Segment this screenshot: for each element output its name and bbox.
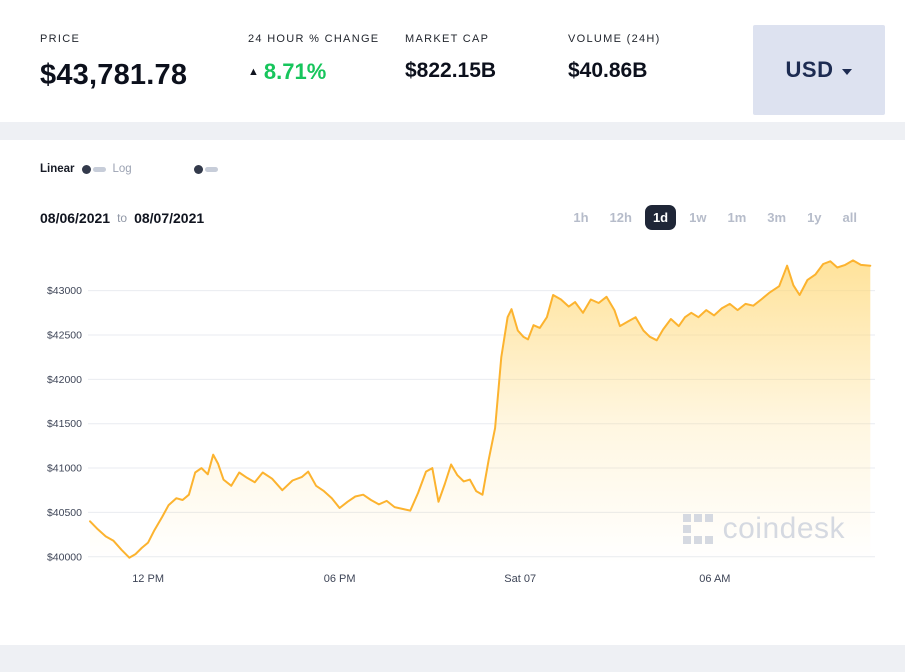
price-value: $43,781.78 <box>40 59 188 91</box>
range-buttons: 1h 12h 1d 1w 1m 3m 1y all <box>560 205 865 230</box>
scale-controls: Linear Log <box>40 163 865 175</box>
up-triangle-icon: ▲ <box>248 66 259 78</box>
date-start: 08/06/2021 <box>40 209 111 226</box>
y-axis-label: $42000 <box>47 374 82 386</box>
range-button-1y[interactable]: 1y <box>799 205 829 230</box>
x-axis-label: Sat 07 <box>504 573 536 585</box>
y-axis-label: $42500 <box>47 329 82 341</box>
volume-label: VOLUME (24H) <box>568 33 661 45</box>
stats-header: PRICE $43,781.78 24 HOUR % CHANGE ▲ 8.71… <box>0 0 905 122</box>
range-button-1w[interactable]: 1w <box>681 205 714 230</box>
x-axis-label: 06 AM <box>699 573 730 585</box>
change-label: 24 HOUR % CHANGE <box>248 33 380 45</box>
y-axis-label: $41000 <box>47 463 82 475</box>
x-axis-label: 06 PM <box>324 573 356 585</box>
price-area-fill <box>90 260 871 563</box>
market-cap-label: MARKET CAP <box>405 33 490 45</box>
currency-selector[interactable]: USD <box>753 25 885 115</box>
price-label: PRICE <box>40 33 81 45</box>
toggle-knob-icon <box>193 164 203 174</box>
header-divider-band <box>0 122 905 140</box>
y-axis-label: $41500 <box>47 418 82 430</box>
stat-volume: VOLUME (24H) $40.86B <box>568 25 661 83</box>
coindesk-logo-icon <box>682 514 713 544</box>
y-axis-label: $40000 <box>47 551 82 563</box>
stat-price: PRICE $43,781.78 <box>40 25 248 92</box>
volume-value: $40.86B <box>568 59 648 82</box>
range-button-3m[interactable]: 3m <box>759 205 794 230</box>
change-percent: 8.71% <box>263 59 327 84</box>
toggle-track <box>204 166 218 172</box>
range-button-all[interactable]: all <box>835 205 865 230</box>
y-axis-label: $40500 <box>47 507 82 519</box>
change-value: ▲ 8.71% <box>248 59 405 85</box>
price-chart[interactable]: $40000 $40500 $41000 $41500 $42000 $42500 $430… <box>30 244 890 596</box>
range-button-1h[interactable]: 1h <box>565 205 596 230</box>
price-line <box>89 259 872 559</box>
watermark-text: coindesk <box>722 512 845 545</box>
watermark: coindesk <box>682 512 845 546</box>
market-cap-value: $822.15B <box>405 59 497 82</box>
linear-label[interactable]: Linear <box>40 163 75 175</box>
toggle-knob-icon <box>81 164 91 174</box>
y-axis-label: $43000 <box>47 285 82 297</box>
date-separator: to <box>117 210 128 225</box>
date-range-row: 08/06/2021 to 08/07/2021 1h 12h 1d 1w 1m 3m 1y… <box>40 205 865 230</box>
range-button-12h[interactable]: 12h <box>602 205 640 230</box>
currency-selected-label: USD <box>785 57 834 82</box>
range-button-1d[interactable]: 1d <box>644 205 677 230</box>
stat-market-cap: MARKET CAP $822.15B <box>405 25 568 83</box>
date-end: 08/07/2021 <box>134 209 205 226</box>
caret-down-icon <box>842 68 853 75</box>
toggle-track <box>92 166 106 172</box>
stat-24h-change: 24 HOUR % CHANGE ▲ 8.71% <box>248 25 405 85</box>
footer-band <box>0 645 905 672</box>
range-button-1m[interactable]: 1m <box>719 205 754 230</box>
chart-area: $40000 $40500 $41000 $41500 $42000 $42500 $430… <box>30 244 905 596</box>
linear-log-toggle[interactable] <box>81 164 106 174</box>
x-axis-label: 12 PM <box>132 573 164 585</box>
secondary-toggle[interactable] <box>193 164 218 174</box>
log-label[interactable]: Log <box>112 163 132 175</box>
